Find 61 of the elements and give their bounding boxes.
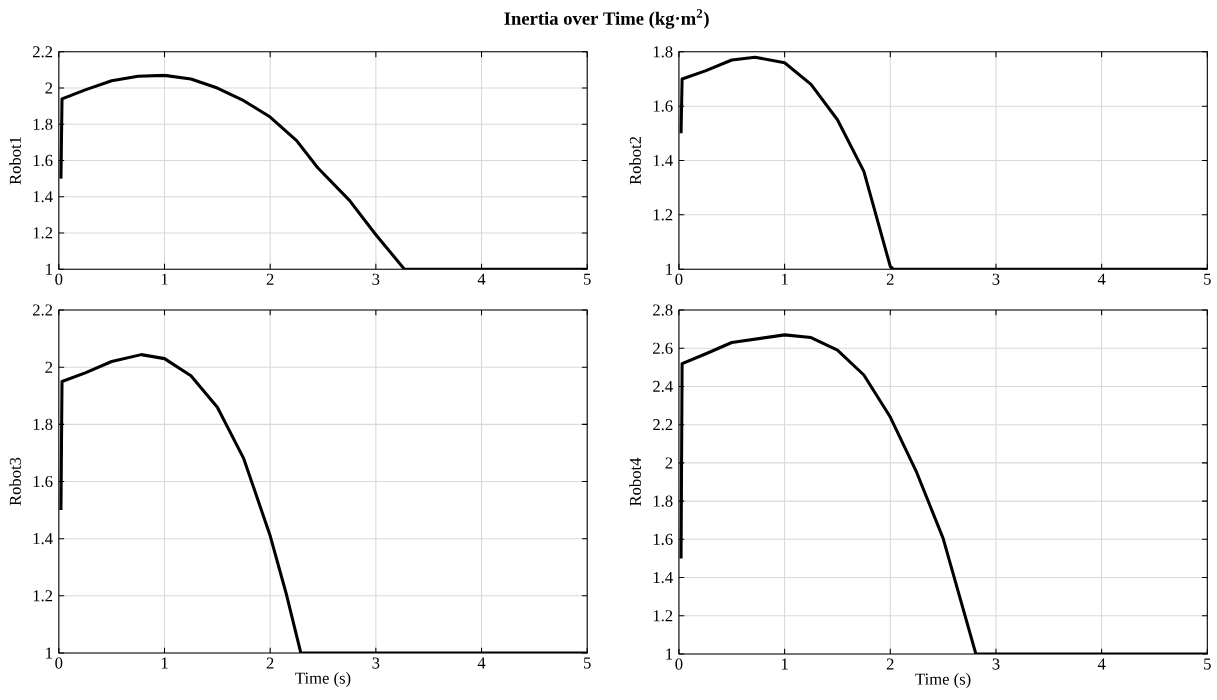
x-tick-label: 0 xyxy=(55,657,63,669)
y-axis-title: Robot3 xyxy=(9,457,21,506)
y-tick-label: 1 xyxy=(46,647,53,659)
x-tick-label: 0 xyxy=(675,273,683,285)
y-tick-label: 1.6 xyxy=(33,475,53,488)
y-tick-label: 2.4 xyxy=(653,380,673,393)
y-tick-label: 2.6 xyxy=(653,342,673,354)
y-tick-label: 1.6 xyxy=(653,533,673,546)
x-axis-title: Time (s) xyxy=(915,673,971,689)
y-tick-label: 1.2 xyxy=(33,590,53,602)
x-tick-label: 2 xyxy=(886,273,894,285)
x-tick-label: 4 xyxy=(477,657,486,669)
x-tick-label: 1 xyxy=(781,273,788,285)
x-tick-label: 0 xyxy=(55,273,63,285)
x-tick-label: 3 xyxy=(992,658,1000,670)
y-tick-label: 2 xyxy=(45,82,53,94)
y-tick-label: 1.8 xyxy=(653,495,673,507)
x-tick-label: 2 xyxy=(886,658,894,670)
y-tick-label: 1 xyxy=(46,263,53,275)
y-tick-label: 2 xyxy=(45,361,53,373)
y-tick-label: 1.8 xyxy=(653,46,673,58)
x-tick-label: 4 xyxy=(1097,658,1106,670)
y-tick-label: 1.4 xyxy=(33,533,53,545)
x-axis-title: Time (s) xyxy=(295,672,351,688)
x-tick-label: 3 xyxy=(372,273,380,285)
y-tick-label: 2.8 xyxy=(653,304,673,316)
y-tick-label: 1.8 xyxy=(33,118,53,130)
y-axis-title: Robot4 xyxy=(629,457,642,507)
y-tick-label: 2.2 xyxy=(32,304,53,316)
y-tick-label: 1.6 xyxy=(33,154,53,167)
y-tick-label: 2.2 xyxy=(32,46,53,58)
y-tick-label: 1.2 xyxy=(653,209,673,221)
x-tick-label: 5 xyxy=(584,273,591,285)
y-tick-label: 2 xyxy=(665,457,673,469)
y-tick-label: 1.4 xyxy=(653,154,673,167)
y-tick-label: 1.8 xyxy=(33,418,53,431)
chart-title: Inertia over Time (kg·m$^{2}$) xyxy=(504,9,709,29)
y-tick-label: 1.6 xyxy=(653,100,673,112)
x-tick-label: 4 xyxy=(1097,273,1106,285)
y-tick-label: 1.4 xyxy=(653,572,673,584)
x-tick-label: 2 xyxy=(266,657,274,669)
x-tick-label: 5 xyxy=(584,657,591,669)
x-tick-label: 1 xyxy=(161,273,168,285)
x-tick-label: 5 xyxy=(1204,658,1211,670)
line-series xyxy=(679,55,1208,270)
y-axis-title: Robot1 xyxy=(9,137,21,185)
x-tick-label: 2 xyxy=(266,273,274,285)
y-tick-label: 1 xyxy=(666,648,673,660)
y-tick-label: 1 xyxy=(666,263,673,275)
x-tick-label: 5 xyxy=(1204,273,1211,285)
x-tick-label: 1 xyxy=(161,657,168,669)
y-tick-label: 1.2 xyxy=(33,227,53,239)
y-axis-title: Robot2 xyxy=(629,137,642,185)
y-tick-label: 1.2 xyxy=(653,610,673,622)
x-tick-label: 0 xyxy=(675,658,683,670)
x-tick-label: 3 xyxy=(372,657,380,669)
y-tick-label: 2.2 xyxy=(653,419,673,431)
y-tick-label: 1.4 xyxy=(33,191,53,203)
x-tick-label: 3 xyxy=(992,273,1000,285)
x-tick-label: 1 xyxy=(781,658,788,670)
x-tick-label: 4 xyxy=(477,273,486,285)
